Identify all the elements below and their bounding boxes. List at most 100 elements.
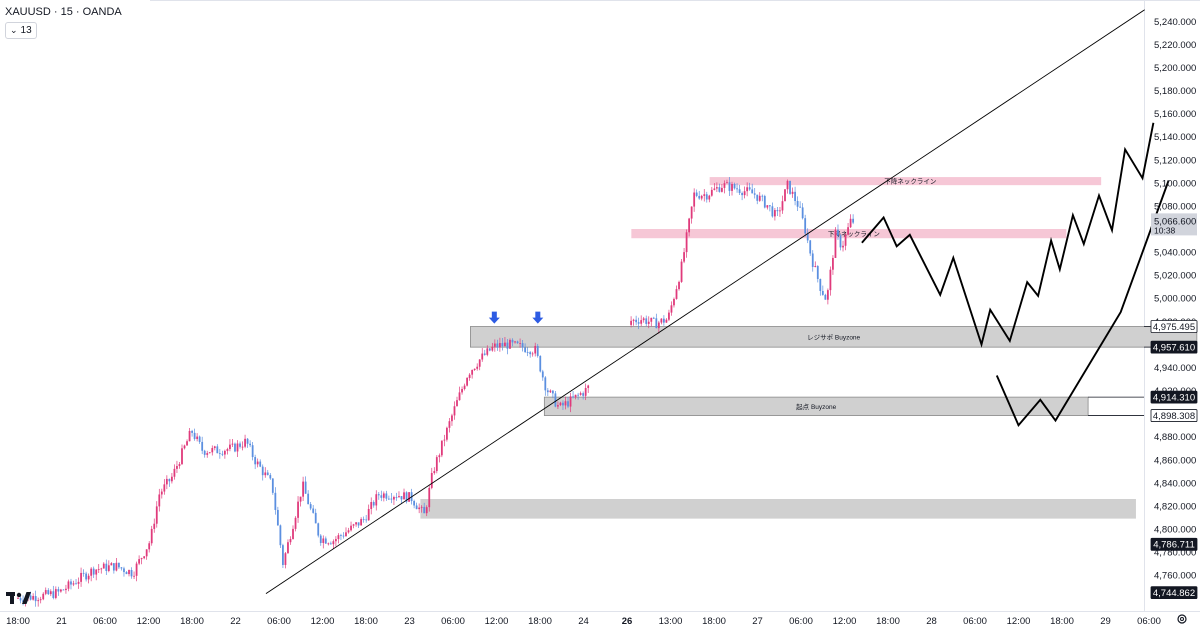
price-level-label-box[interactable]	[1150, 537, 1198, 551]
candle-body	[423, 506, 426, 514]
buyzone-rect[interactable]	[469, 326, 1198, 348]
time-tick-label: 29	[1100, 616, 1111, 627]
candle-body	[372, 502, 375, 506]
trendline[interactable]	[265, 9, 1145, 594]
candle-body	[405, 492, 408, 502]
candle-body	[826, 290, 829, 300]
time-tick-label: 12:00	[833, 616, 857, 627]
buyzone-label: 起点 Buyzone	[796, 403, 836, 411]
candle-body	[102, 563, 105, 569]
candle-body	[468, 374, 471, 378]
candle-body	[514, 341, 516, 343]
neckline-zone[interactable]	[709, 177, 1102, 186]
candle-body	[564, 401, 567, 406]
candle-body	[317, 523, 320, 536]
candle-body	[120, 567, 123, 569]
candle-body	[647, 321, 650, 324]
time-tick-label: 18:00	[6, 616, 30, 627]
candle-body	[264, 472, 267, 476]
candle-body	[173, 468, 176, 477]
candle-body	[690, 206, 693, 219]
price-tick-label: 4,880.000	[1154, 432, 1196, 443]
candle-body	[448, 421, 451, 428]
candle-body	[801, 207, 804, 219]
price-level-label-box[interactable]	[1150, 586, 1198, 600]
candle-body	[37, 600, 40, 602]
candle-body	[377, 494, 380, 496]
candle-body	[584, 388, 587, 396]
candle-body	[791, 191, 794, 194]
candle-body	[415, 505, 418, 510]
candle-body	[839, 235, 842, 248]
price-tick-label: 4,820.000	[1154, 501, 1196, 512]
price-level-label-box[interactable]	[1150, 390, 1198, 404]
candle-body	[382, 493, 385, 498]
candle-body	[299, 496, 302, 502]
candle-body	[355, 522, 357, 525]
price-level-label: 4,898.308	[1153, 411, 1195, 422]
candle-body	[236, 443, 239, 452]
projection-path-a[interactable]	[861, 122, 1155, 348]
price-level-label-box[interactable]	[1150, 340, 1198, 354]
candle-body	[451, 415, 453, 422]
symbol-legend[interactable]: XAUUSD · 15 · OANDA ⌄ 13	[5, 6, 122, 39]
candle-body	[62, 589, 65, 591]
candle-body	[567, 401, 569, 407]
candle-body	[481, 353, 484, 360]
candle-body	[65, 588, 67, 591]
candle-body	[693, 192, 696, 207]
candle-body	[549, 390, 552, 393]
candle-body	[761, 195, 764, 197]
candle-body	[123, 568, 125, 573]
candle-body	[271, 478, 274, 493]
projection-path-b[interactable]	[995, 180, 1170, 427]
candle-body	[660, 318, 663, 323]
candle-body	[501, 343, 504, 347]
candle-body	[849, 218, 852, 228]
buyzone-rect[interactable]	[543, 396, 1089, 416]
indicator-count-badge[interactable]: ⌄ 13	[5, 22, 37, 39]
gear-icon[interactable]	[1176, 613, 1188, 625]
price-level-label-box[interactable]	[1150, 320, 1198, 333]
symbol-title[interactable]: XAUUSD · 15 · OANDA	[5, 6, 122, 18]
candle-body	[125, 572, 128, 575]
candle-body	[837, 229, 839, 236]
candle-body	[519, 343, 521, 344]
candle-body	[82, 572, 85, 574]
candle-body	[183, 445, 186, 449]
candle-body	[393, 497, 395, 500]
price-axis[interactable]: 4,760.000 4,780.000 4,800.000 4,820.000 4,84…	[1150, 17, 1198, 600]
candle-body	[309, 504, 312, 509]
time-tick-label: 18:00	[702, 616, 726, 627]
candle-body	[322, 538, 325, 543]
candle-body	[213, 446, 216, 449]
price-tick-label: 5,180.000	[1154, 86, 1196, 97]
candle-body	[80, 572, 82, 582]
candle-body	[763, 196, 766, 208]
candle-body	[22, 600, 24, 602]
candle-body	[574, 394, 577, 398]
candle-body	[231, 443, 234, 445]
price-level-label-box[interactable]	[1150, 409, 1198, 422]
candle-body	[314, 512, 317, 524]
candle-body	[678, 281, 680, 290]
candle-body	[193, 432, 196, 440]
buyzone-rect[interactable]	[420, 499, 1136, 519]
candle-body	[524, 347, 527, 353]
candle-body	[509, 339, 511, 349]
candle-body	[443, 439, 446, 441]
candle-body	[87, 575, 90, 580]
candle-body	[244, 438, 246, 447]
candle-body	[554, 393, 557, 407]
candle-body	[529, 352, 532, 355]
candle-body	[534, 345, 537, 354]
time-axis[interactable]: 18:00 21 06:00 12:00 18:00 22 06:00 12:00 18:00 2…	[6, 616, 1161, 627]
tradingview-logo-icon	[6, 592, 31, 604]
candle-body	[718, 187, 721, 192]
candle-body	[698, 195, 701, 199]
price-level-label: 4,914.310	[1153, 392, 1195, 403]
candle-body	[723, 183, 726, 188]
last-price-box[interactable]	[1151, 213, 1197, 236]
